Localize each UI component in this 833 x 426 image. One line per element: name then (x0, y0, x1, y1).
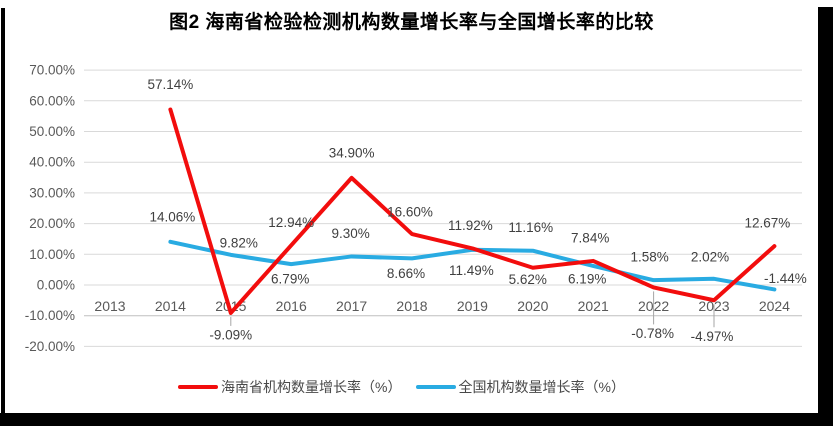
legend-item-national: 全国机构数量增长率（%） (415, 377, 625, 397)
hainan-data-label: 12.67% (745, 216, 791, 231)
x-axis-tick-label: 2020 (517, 298, 548, 314)
black-frame-bottom-bar (0, 413, 833, 426)
y-axis-tick-label: 0.00% (37, 278, 75, 293)
y-axis-tick-label: -10.00% (25, 308, 75, 323)
black-frame-left-bar (1, 8, 5, 413)
y-axis-tick-label: -20.00% (25, 339, 75, 354)
chart-title: 图2 海南省检验检测机构数量增长率与全国增长率的比较 (169, 12, 654, 33)
legend-line-swatch-hainan (178, 384, 219, 390)
hainan-data-label: 34.90% (329, 145, 375, 160)
national-data-label: 11.49% (449, 263, 494, 278)
national-data-label: 2.02% (691, 249, 729, 264)
national-data-label: 14.06% (150, 209, 196, 224)
legend-item-hainan: 海南省机构数量增长率（%） (178, 377, 402, 397)
hainan-data-label: 12.94% (268, 215, 314, 230)
x-axis-tick-label: 2024 (759, 298, 790, 314)
hainan-data-label: 5.62% (509, 272, 547, 287)
national-data-label: 11.16% (508, 220, 553, 235)
x-axis-tick-label: 2019 (457, 298, 488, 314)
national-data-label: -1.44% (764, 271, 807, 286)
national-data-label: 6.79% (271, 272, 309, 287)
legend-line-swatch-national (415, 384, 456, 390)
y-axis-tick-label: 70.00% (29, 63, 75, 78)
legend-label-national: 全国机构数量增长率（%） (458, 379, 625, 395)
hainan-data-label: 57.14% (148, 77, 194, 92)
y-axis-tick-label: 20.00% (29, 216, 75, 231)
hainan-data-label: 16.60% (387, 205, 433, 220)
y-axis-tick-label: 30.00% (29, 185, 75, 200)
legend-label-hainan: 海南省机构数量增长率（%） (221, 379, 402, 395)
hainan-data-label: 7.84% (571, 230, 609, 245)
x-axis-tick-label: 2021 (578, 298, 609, 314)
hainan-data-label: -0.78% (631, 326, 674, 341)
x-axis-tick-label: 2018 (396, 298, 427, 314)
national-data-label: 9.82% (220, 235, 258, 250)
hainan-data-label: -9.09% (209, 327, 252, 342)
y-axis-tick-label: 10.00% (29, 247, 75, 262)
national-data-label: 6.19% (568, 271, 606, 286)
x-axis-tick-label: 2016 (276, 298, 307, 314)
black-frame-right-bar (818, 7, 833, 426)
national-data-label: 1.58% (630, 250, 668, 265)
hainan-data-label: -4.97% (691, 329, 734, 344)
x-axis-tick-label: 2017 (336, 298, 367, 314)
national-data-label: 8.66% (387, 266, 425, 281)
hainan-data-label: 11.92% (448, 218, 493, 233)
y-axis-tick-label: 60.00% (29, 93, 75, 108)
national-data-label: 9.30% (331, 226, 369, 241)
chart-legend: 海南省机构数量增长率（%） 全国机构数量增长率（%） (0, 377, 803, 397)
y-axis-tick-label: 50.00% (29, 124, 75, 139)
y-axis-tick-label: 40.00% (29, 155, 75, 170)
hainan-series-line (168, 107, 777, 315)
x-axis-tick-label: 2014 (155, 298, 186, 314)
x-axis-tick-label: 2013 (94, 298, 125, 314)
